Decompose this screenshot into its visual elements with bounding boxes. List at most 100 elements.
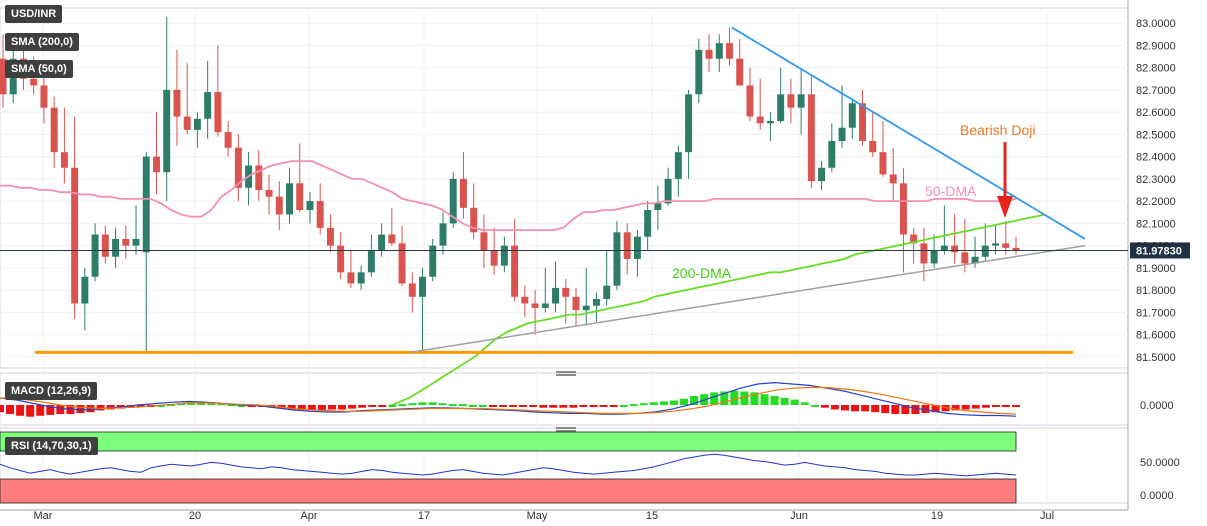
x-tick-label: 19 <box>931 510 943 522</box>
candle-body <box>920 243 928 264</box>
last-price-value: 81.97830 <box>1136 245 1182 257</box>
macd-histogram-bar <box>408 403 417 406</box>
candle-body <box>122 238 130 246</box>
symbol-label[interactable]: USD/INR <box>5 5 63 23</box>
macd-histogram-bar <box>680 398 689 405</box>
candle-body <box>60 152 68 168</box>
x-tick-label: May <box>527 510 548 522</box>
candle-body <box>807 94 815 182</box>
candle-body <box>603 285 611 300</box>
macd-histogram-bar <box>649 402 658 405</box>
rsi-y-tick: 0.0000 <box>1140 490 1174 502</box>
macd-panel <box>0 382 1020 417</box>
macd-histogram-bar <box>317 405 326 411</box>
macd-histogram-bar <box>579 405 588 407</box>
candle-body <box>286 183 293 215</box>
macd-y-tick: 0.0000 <box>1140 400 1174 412</box>
candle-body <box>398 243 406 284</box>
y-tick-label: 83.0000 <box>1136 18 1176 30</box>
macd-histogram-bar <box>338 405 347 410</box>
candle-body <box>1012 247 1020 251</box>
x-tick-label: 20 <box>189 510 201 522</box>
macd-histogram-bar <box>830 405 839 410</box>
macd-histogram-bar <box>86 405 95 413</box>
candle-body <box>265 190 273 197</box>
macd-histogram-bar <box>750 392 759 405</box>
candle-body <box>695 49 703 95</box>
candle-body <box>562 287 570 297</box>
candle-body <box>378 234 386 251</box>
candle-body <box>623 232 631 259</box>
x-tick-label: 17 <box>418 510 430 522</box>
macd-histogram-bar <box>730 390 739 405</box>
macd-legend[interactable]: MACD (12,26,9) <box>5 382 98 400</box>
macd-histogram-bar <box>810 405 819 407</box>
y-tick-label: 81.9000 <box>1136 263 1176 275</box>
candle-body <box>234 147 242 188</box>
macd-histogram-bar <box>56 405 65 414</box>
macd-histogram-bar <box>398 404 407 407</box>
y-tick-label: 82.4000 <box>1136 152 1176 164</box>
candle-body <box>705 49 713 59</box>
sma200-legend[interactable]: SMA (200,0) <box>5 33 79 51</box>
macd-histogram-bar <box>710 392 719 405</box>
candle-body <box>736 58 744 86</box>
axes: 83.0000 82.9000 82.8000 82.7000 82.6000 82.50… <box>34 18 1190 522</box>
macd-histogram-bar <box>458 404 467 407</box>
candle-body <box>50 107 58 153</box>
candle-body <box>214 92 222 133</box>
macd-histogram-bar <box>498 405 507 407</box>
candle-body <box>777 94 785 122</box>
candle-body <box>490 250 498 266</box>
macd-histogram-bar <box>760 394 769 405</box>
macd-histogram-bar <box>368 405 377 407</box>
candle-body <box>500 245 508 266</box>
y-tick-label: 81.8000 <box>1136 285 1176 297</box>
macd-histogram-bar <box>297 405 306 411</box>
candle-body <box>756 116 764 124</box>
candle-body <box>715 43 723 59</box>
candle-body <box>316 201 324 228</box>
candle-body <box>388 234 396 244</box>
candle-body <box>480 232 488 251</box>
candle-body <box>511 245 519 297</box>
macd-histogram-bar <box>378 405 387 407</box>
candle-body <box>306 201 314 211</box>
candle-body <box>654 203 662 211</box>
x-tick-label: Mar <box>34 510 53 522</box>
macd-histogram-bar <box>770 396 779 405</box>
macd-histogram-bar <box>76 405 85 414</box>
sma50-legend[interactable]: SMA (50,0) <box>5 60 73 78</box>
macd-histogram-bar <box>659 401 668 405</box>
candle-body <box>521 296 529 304</box>
candle-body <box>910 234 918 244</box>
candle-body <box>572 296 580 311</box>
y-tick-label: 82.6000 <box>1136 107 1176 119</box>
rsi-legend[interactable]: RSI (14,70,30,1) <box>5 437 98 455</box>
macd-histogram-bar <box>156 405 165 407</box>
panel-splitter-handle <box>556 430 576 432</box>
macd-histogram-bar <box>519 405 528 407</box>
macd-histogram-bar <box>921 405 930 414</box>
candle-body <box>347 272 355 284</box>
macd-histogram-bar <box>6 405 15 414</box>
candle-body <box>889 174 897 184</box>
candle-body <box>163 89 171 173</box>
last-price-box <box>1130 242 1190 259</box>
candle-body <box>112 238 120 257</box>
candle-body <box>91 234 99 277</box>
ascending-trendline <box>409 244 1086 354</box>
macd-histogram-bar <box>0 405 4 413</box>
candle-body <box>971 256 979 264</box>
candle-body <box>541 303 549 308</box>
macd-histogram-bar <box>327 405 336 410</box>
y-tick-label: 81.7000 <box>1136 307 1176 319</box>
rsi-panel <box>0 431 1017 504</box>
candle-body <box>153 156 160 173</box>
price-panel <box>0 16 1128 407</box>
candle-body <box>592 299 600 306</box>
y-tick-label: 82.9000 <box>1136 40 1176 52</box>
macd-histogram-bar <box>358 405 367 408</box>
candle-body <box>30 78 38 86</box>
